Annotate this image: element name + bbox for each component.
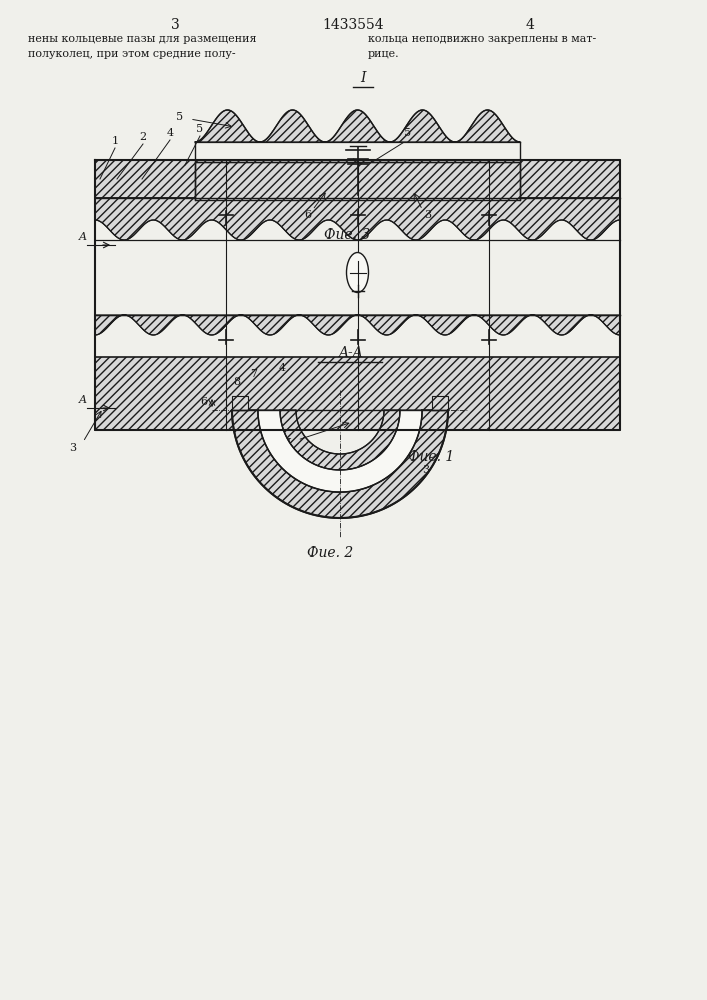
Text: 3: 3 (423, 465, 430, 475)
Text: 6: 6 (201, 397, 208, 407)
Text: Фие. 3: Фие. 3 (325, 228, 370, 242)
Text: 1: 1 (112, 136, 119, 146)
Text: Фие. 1: Фие. 1 (407, 450, 454, 464)
Polygon shape (95, 315, 620, 335)
Text: 7: 7 (250, 369, 257, 379)
Polygon shape (195, 110, 520, 142)
Text: 2: 2 (139, 132, 146, 142)
Text: I: I (285, 438, 290, 452)
Text: A: A (79, 232, 87, 242)
Text: Фие. 2: Фие. 2 (307, 546, 353, 560)
Text: 4: 4 (525, 18, 534, 32)
Bar (95, 357, 620, 430)
Polygon shape (232, 410, 448, 518)
Text: кольца неподвижно закреплены в мат-
рице.: кольца неподвижно закреплены в мат- рице… (368, 34, 596, 59)
Text: 3: 3 (69, 443, 76, 453)
Text: A: A (79, 395, 87, 405)
Bar (195, 162, 520, 200)
Text: I: I (360, 71, 366, 85)
Text: 3: 3 (170, 18, 180, 32)
Bar (432, 396, 448, 410)
Text: A-A: A-A (338, 346, 363, 360)
Bar (232, 396, 248, 410)
Text: 8: 8 (233, 377, 240, 387)
Polygon shape (95, 198, 620, 240)
Text: 4: 4 (279, 363, 286, 373)
Text: 3: 3 (424, 210, 431, 220)
Polygon shape (258, 410, 422, 492)
Text: 5: 5 (177, 112, 184, 122)
Text: нены кольцевые пазы для размещения
полуколец, при этом средние полу-: нены кольцевые пазы для размещения полук… (28, 34, 257, 59)
Text: 5: 5 (404, 128, 411, 138)
Text: 4: 4 (166, 128, 173, 138)
Ellipse shape (346, 252, 368, 292)
Bar (95, 160, 620, 198)
Text: 1433554: 1433554 (322, 18, 384, 32)
Text: 6: 6 (304, 210, 311, 220)
Text: 5: 5 (197, 124, 204, 134)
Polygon shape (280, 410, 400, 470)
